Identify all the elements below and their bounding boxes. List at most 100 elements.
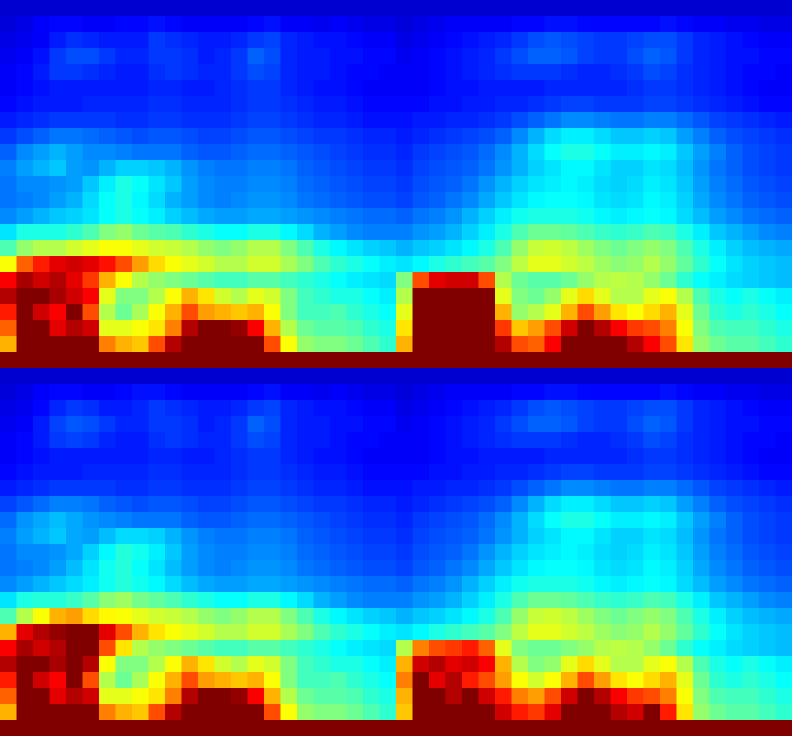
heatmap-cell [313,496,331,513]
heatmap-cell [396,448,414,465]
heatmap-cell [561,32,579,49]
heatmap-cell [379,320,396,337]
heatmap-cell [742,64,760,81]
heatmap-cell [132,720,150,736]
heatmap-cell [115,720,133,736]
heatmap-cell [165,304,183,321]
heatmap-cell [363,352,381,368]
heatmap-cell [247,384,265,401]
heatmap-cell [66,688,84,705]
heatmap-cell [759,720,777,736]
heatmap-cell [462,112,480,129]
heatmap-cell [363,256,381,273]
heatmap-cell [115,416,133,433]
heatmap-cell [214,544,232,561]
heatmap-cell [742,512,760,529]
heatmap-cell [0,512,18,529]
heatmap-cell [198,512,216,529]
heatmap-cell [544,544,562,561]
heatmap-cell [115,320,133,337]
heatmap-cell [313,608,331,625]
heatmap-cell [99,192,117,209]
heatmap-cell [693,368,711,385]
heatmap-cell [0,48,18,65]
heatmap-cell [478,144,496,161]
heatmap-cell [16,384,34,401]
heatmap-cell [313,624,331,641]
heatmap-cell [231,48,249,65]
heatmap-cell [115,96,133,113]
heatmap-cell [16,432,34,449]
heatmap-cell [198,0,216,17]
heatmap-cell [148,432,166,449]
heatmap-cell [231,496,249,513]
heatmap-cell [511,192,529,209]
heatmap-cell [528,224,546,241]
heatmap-cell [82,288,100,305]
heatmap-cell [99,400,117,417]
heatmap-cell [214,464,232,481]
heatmap-cell [231,256,249,273]
heatmap-cell [313,304,331,321]
heatmap-cell [660,320,678,337]
heatmap-cell [627,656,645,673]
heatmap-cell [214,608,232,625]
heatmap-cell [66,656,84,673]
heatmap-cell [214,624,232,641]
heatmap-cell [627,224,645,241]
heatmap-cell [16,640,34,657]
heatmap-cell [511,400,529,417]
heatmap-cell [561,624,579,641]
heatmap-cell [99,416,117,433]
heatmap-cell [214,304,232,321]
heatmap-cell [198,288,216,305]
heatmap-cell [115,160,133,177]
heatmap-cell [775,528,792,545]
heatmap-cell [561,240,579,257]
heatmap-cell [742,48,760,65]
heatmap-cell [297,672,315,689]
heatmap-cell [181,624,199,641]
heatmap-cell [231,720,249,736]
heatmap-cell [577,208,595,225]
heatmap-cell [165,48,183,65]
heatmap-cell [148,224,166,241]
heatmap-cell [33,416,51,433]
heatmap-cell [330,112,348,129]
heatmap-cell [198,560,216,577]
heatmap-cell [66,624,84,641]
heatmap-cell [396,80,414,97]
heatmap-cell [247,336,265,353]
heatmap-cell [676,320,694,337]
heatmap-cell [297,64,315,81]
heatmap-cell [115,368,133,385]
heatmap-cell [330,416,348,433]
heatmap-cell [148,608,166,625]
heatmap-cell [198,256,216,273]
heatmap-cell [231,544,249,561]
heatmap-cell [610,480,628,497]
heatmap-cell [198,720,216,736]
heatmap-cell [346,528,364,545]
heatmap-cell [445,240,463,257]
heatmap-cell [82,16,100,33]
heatmap-cell [445,320,463,337]
heatmap-cell [478,208,496,225]
heatmap-cell [594,400,612,417]
heatmap-cell [594,240,612,257]
heatmap-cell [214,208,232,225]
heatmap-cell [280,432,298,449]
heatmap-cell [478,688,496,705]
heatmap-cell [396,608,414,625]
heatmap-cell [66,448,84,465]
heatmap-cell [165,112,183,129]
heatmap-cell [66,272,84,289]
heatmap-cell [280,560,298,577]
heatmap-cell [693,224,711,241]
heatmap-cell [330,128,348,145]
heatmap-cell [132,320,150,337]
heatmap-cell [660,560,678,577]
heatmap-cell [561,352,579,368]
heatmap-cell [775,448,792,465]
heatmap-cell [511,640,529,657]
